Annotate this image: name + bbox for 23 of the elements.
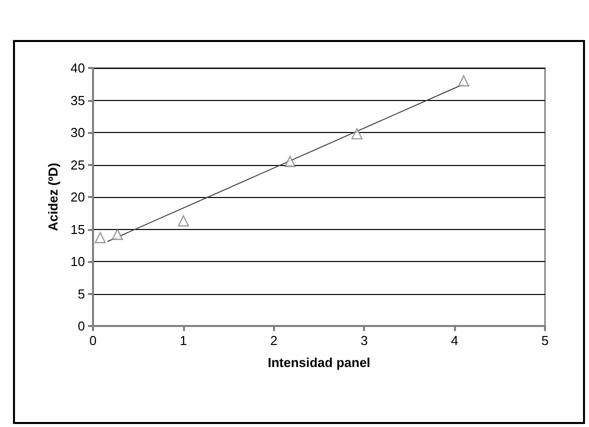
point <box>112 228 124 240</box>
y-tick-label: 35 <box>70 92 85 108</box>
y-tick-label: 30 <box>70 125 85 140</box>
x-tick-label: 2 <box>270 333 278 348</box>
x-tick-label: 3 <box>360 333 368 348</box>
x-tick-label: 0 <box>89 333 97 348</box>
x-tick-label: 4 <box>450 333 458 348</box>
y-tick-label: 10 <box>70 254 85 269</box>
y-tick-label: 0 <box>78 318 85 334</box>
y-tick-label: 20 <box>70 190 85 204</box>
point <box>284 156 296 168</box>
point <box>94 232 106 244</box>
y-tick-label: 25 <box>70 157 85 172</box>
y-tick-label: 40 <box>70 60 85 76</box>
point <box>178 215 189 226</box>
x-axis-title: Intensidad panel <box>268 355 370 370</box>
y-tick-label: 15 <box>70 222 85 237</box>
point <box>458 75 470 86</box>
y-tick-label: 5 <box>78 286 85 302</box>
y-axis-title: Acidez (ºD) <box>46 162 61 232</box>
x-tick-label: 5 <box>541 333 549 348</box>
x-tick-label: 1 <box>180 333 188 348</box>
point <box>351 128 363 140</box>
